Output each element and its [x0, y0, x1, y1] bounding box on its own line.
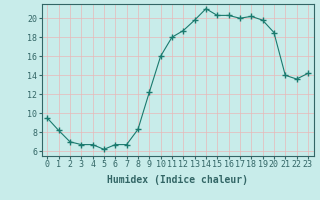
X-axis label: Humidex (Indice chaleur): Humidex (Indice chaleur) [107, 175, 248, 185]
